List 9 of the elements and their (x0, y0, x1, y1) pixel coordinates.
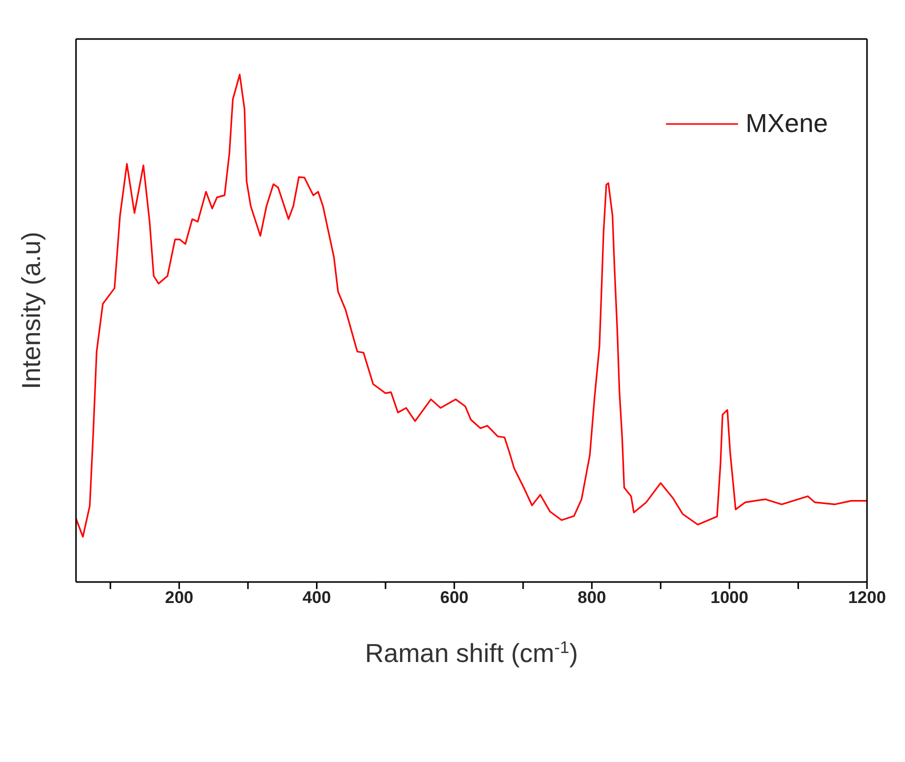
x-tick-label: 200 (164, 588, 194, 608)
legend-label: MXene (746, 108, 828, 139)
x-tick-label: 1000 (710, 588, 748, 608)
y-axis-title: Intensity (a.u) (16, 232, 46, 390)
x-axis-title: Raman shift (cm$^{-1}$) (365, 638, 578, 668)
x-tick-label: 400 (302, 588, 331, 608)
x-tick-label: 1200 (848, 588, 886, 608)
x-tick-label: 600 (440, 588, 468, 608)
x-tick-label: 800 (578, 588, 606, 608)
